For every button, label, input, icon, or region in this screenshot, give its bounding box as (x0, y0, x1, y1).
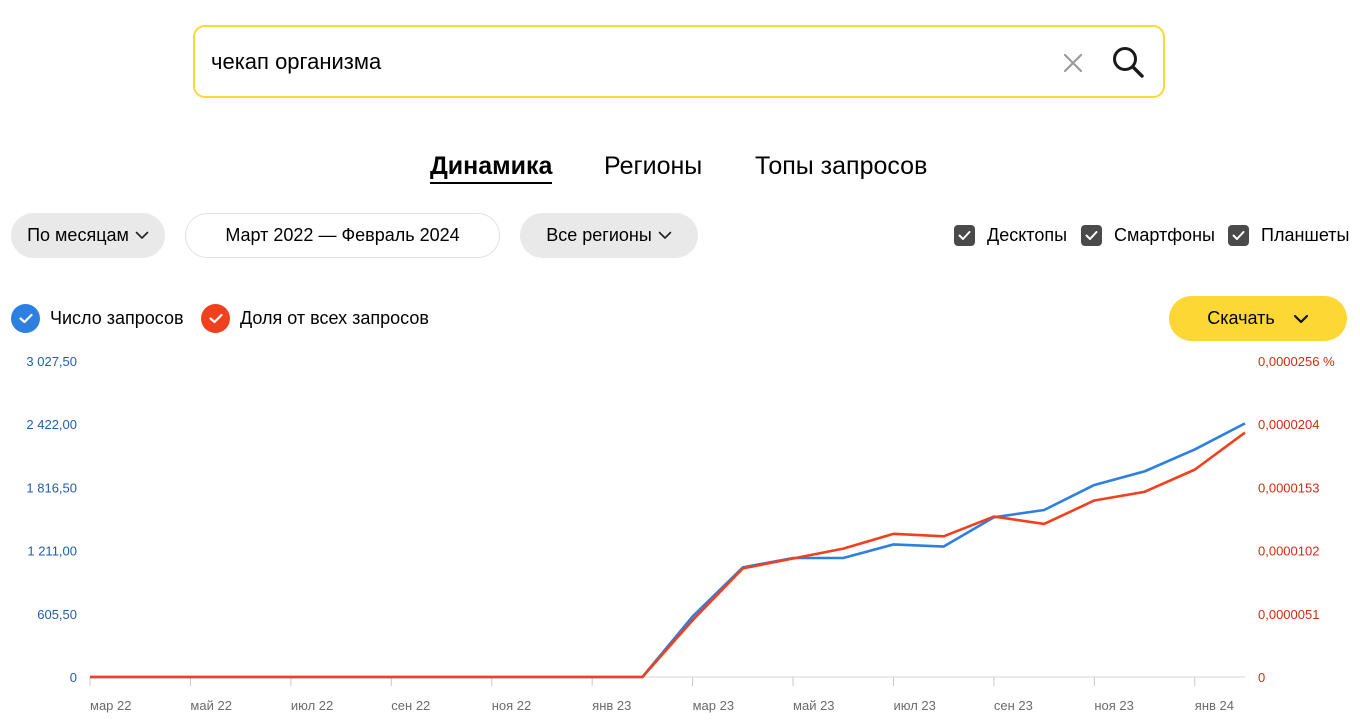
tablet-checkbox[interactable] (1228, 225, 1249, 246)
x-tick-label: июл 22 (291, 698, 333, 713)
region-label: Все регионы (546, 225, 652, 245)
chevron-down-icon (658, 231, 672, 239)
x-tick-label: мар 22 (90, 698, 131, 713)
x-tick-label: сен 22 (391, 698, 430, 713)
device-desktop: Десктопы (954, 225, 1067, 246)
download-label: Скачать (1207, 308, 1275, 328)
x-tick-label: май 22 (190, 698, 232, 713)
region-dropdown[interactable]: Все регионы (520, 213, 698, 258)
tab-top-queries[interactable]: Топы запросов (755, 152, 928, 180)
period-group-dropdown[interactable]: По месяцам (11, 213, 165, 258)
y-right-tick-label: 0,0000256 % (1258, 354, 1335, 369)
x-tick-label: мар 23 (693, 698, 734, 713)
x-tick-label: янв 23 (592, 698, 631, 713)
x-tick-label: июл 23 (893, 698, 935, 713)
checkmark-icon (18, 313, 33, 324)
device-tablet: Планшеты (1228, 225, 1349, 246)
smartphone-checkbox[interactable] (1081, 225, 1102, 246)
checkmark-icon (208, 313, 223, 324)
x-tick-label: ноя 22 (492, 698, 532, 713)
tabs: Динамика Регионы Топы запросов (0, 152, 1360, 192)
y-left-tick-label: 2 422,00 (26, 417, 77, 432)
series-line-count (90, 422, 1246, 679)
y-left-tick-label: 605,50 (37, 607, 77, 622)
y-left-tick-label: 1 211,00 (27, 544, 77, 559)
y-right-tick-label: 0,0000051 (1258, 607, 1319, 622)
download-button[interactable]: Скачать (1169, 296, 1347, 341)
chart: мар 22 май 22 июл 22 сен 22 ноя 22 янв 23 мар … (26, 354, 1335, 713)
x-tick-label: май 23 (793, 698, 835, 713)
desktop-label: Десктопы (987, 225, 1068, 245)
legend-count-toggle[interactable] (11, 304, 40, 333)
y-right-tick-label: 0,0000102 (1258, 544, 1319, 559)
date-range-picker[interactable]: Март 2022 — Февраль 2024 (185, 213, 500, 258)
device-smartphone: Смартфоны (1081, 225, 1215, 246)
date-range-label: Март 2022 — Февраль 2024 (225, 225, 460, 245)
search-box (193, 25, 1165, 98)
clear-icon[interactable] (1061, 51, 1085, 75)
y-left-tick-label: 0 (70, 670, 77, 685)
y-left-tick-label: 1 816,50 (26, 480, 77, 495)
chevron-down-icon (1293, 314, 1308, 323)
y-right-tick-label: 0 (1258, 670, 1265, 685)
x-tick-label: сен 23 (994, 698, 1033, 713)
period-group-label: По месяцам (27, 225, 129, 245)
legend-count: Число запросов (11, 304, 184, 333)
checkmark-icon (1232, 231, 1245, 240)
smartphone-label: Смартфоны (1114, 225, 1215, 245)
checkmark-icon (958, 231, 971, 240)
tab-dynamics[interactable]: Динамика (430, 152, 553, 184)
x-tick-label: ноя 23 (1094, 698, 1134, 713)
chevron-down-icon (135, 231, 149, 239)
tablet-label: Планшеты (1261, 225, 1350, 245)
legend-share: Доля от всех запросов (201, 304, 429, 333)
legend-share-toggle[interactable] (201, 304, 230, 333)
desktop-checkbox[interactable] (954, 225, 975, 246)
y-right-tick-label: 0,0000204 (1258, 417, 1319, 432)
legend-count-label: Число запросов (50, 308, 184, 328)
search-input[interactable] (211, 47, 1031, 77)
x-tick-label: янв 24 (1195, 698, 1234, 713)
checkmark-icon (1085, 231, 1098, 240)
search-icon[interactable] (1111, 45, 1145, 79)
legend-share-label: Доля от всех запросов (240, 308, 429, 328)
series-line-share (90, 431, 1246, 679)
y-right-tick-label: 0,0000153 (1258, 480, 1319, 495)
tab-regions[interactable]: Регионы (604, 152, 703, 180)
y-left-tick-label: 3 027,50 (26, 354, 77, 369)
